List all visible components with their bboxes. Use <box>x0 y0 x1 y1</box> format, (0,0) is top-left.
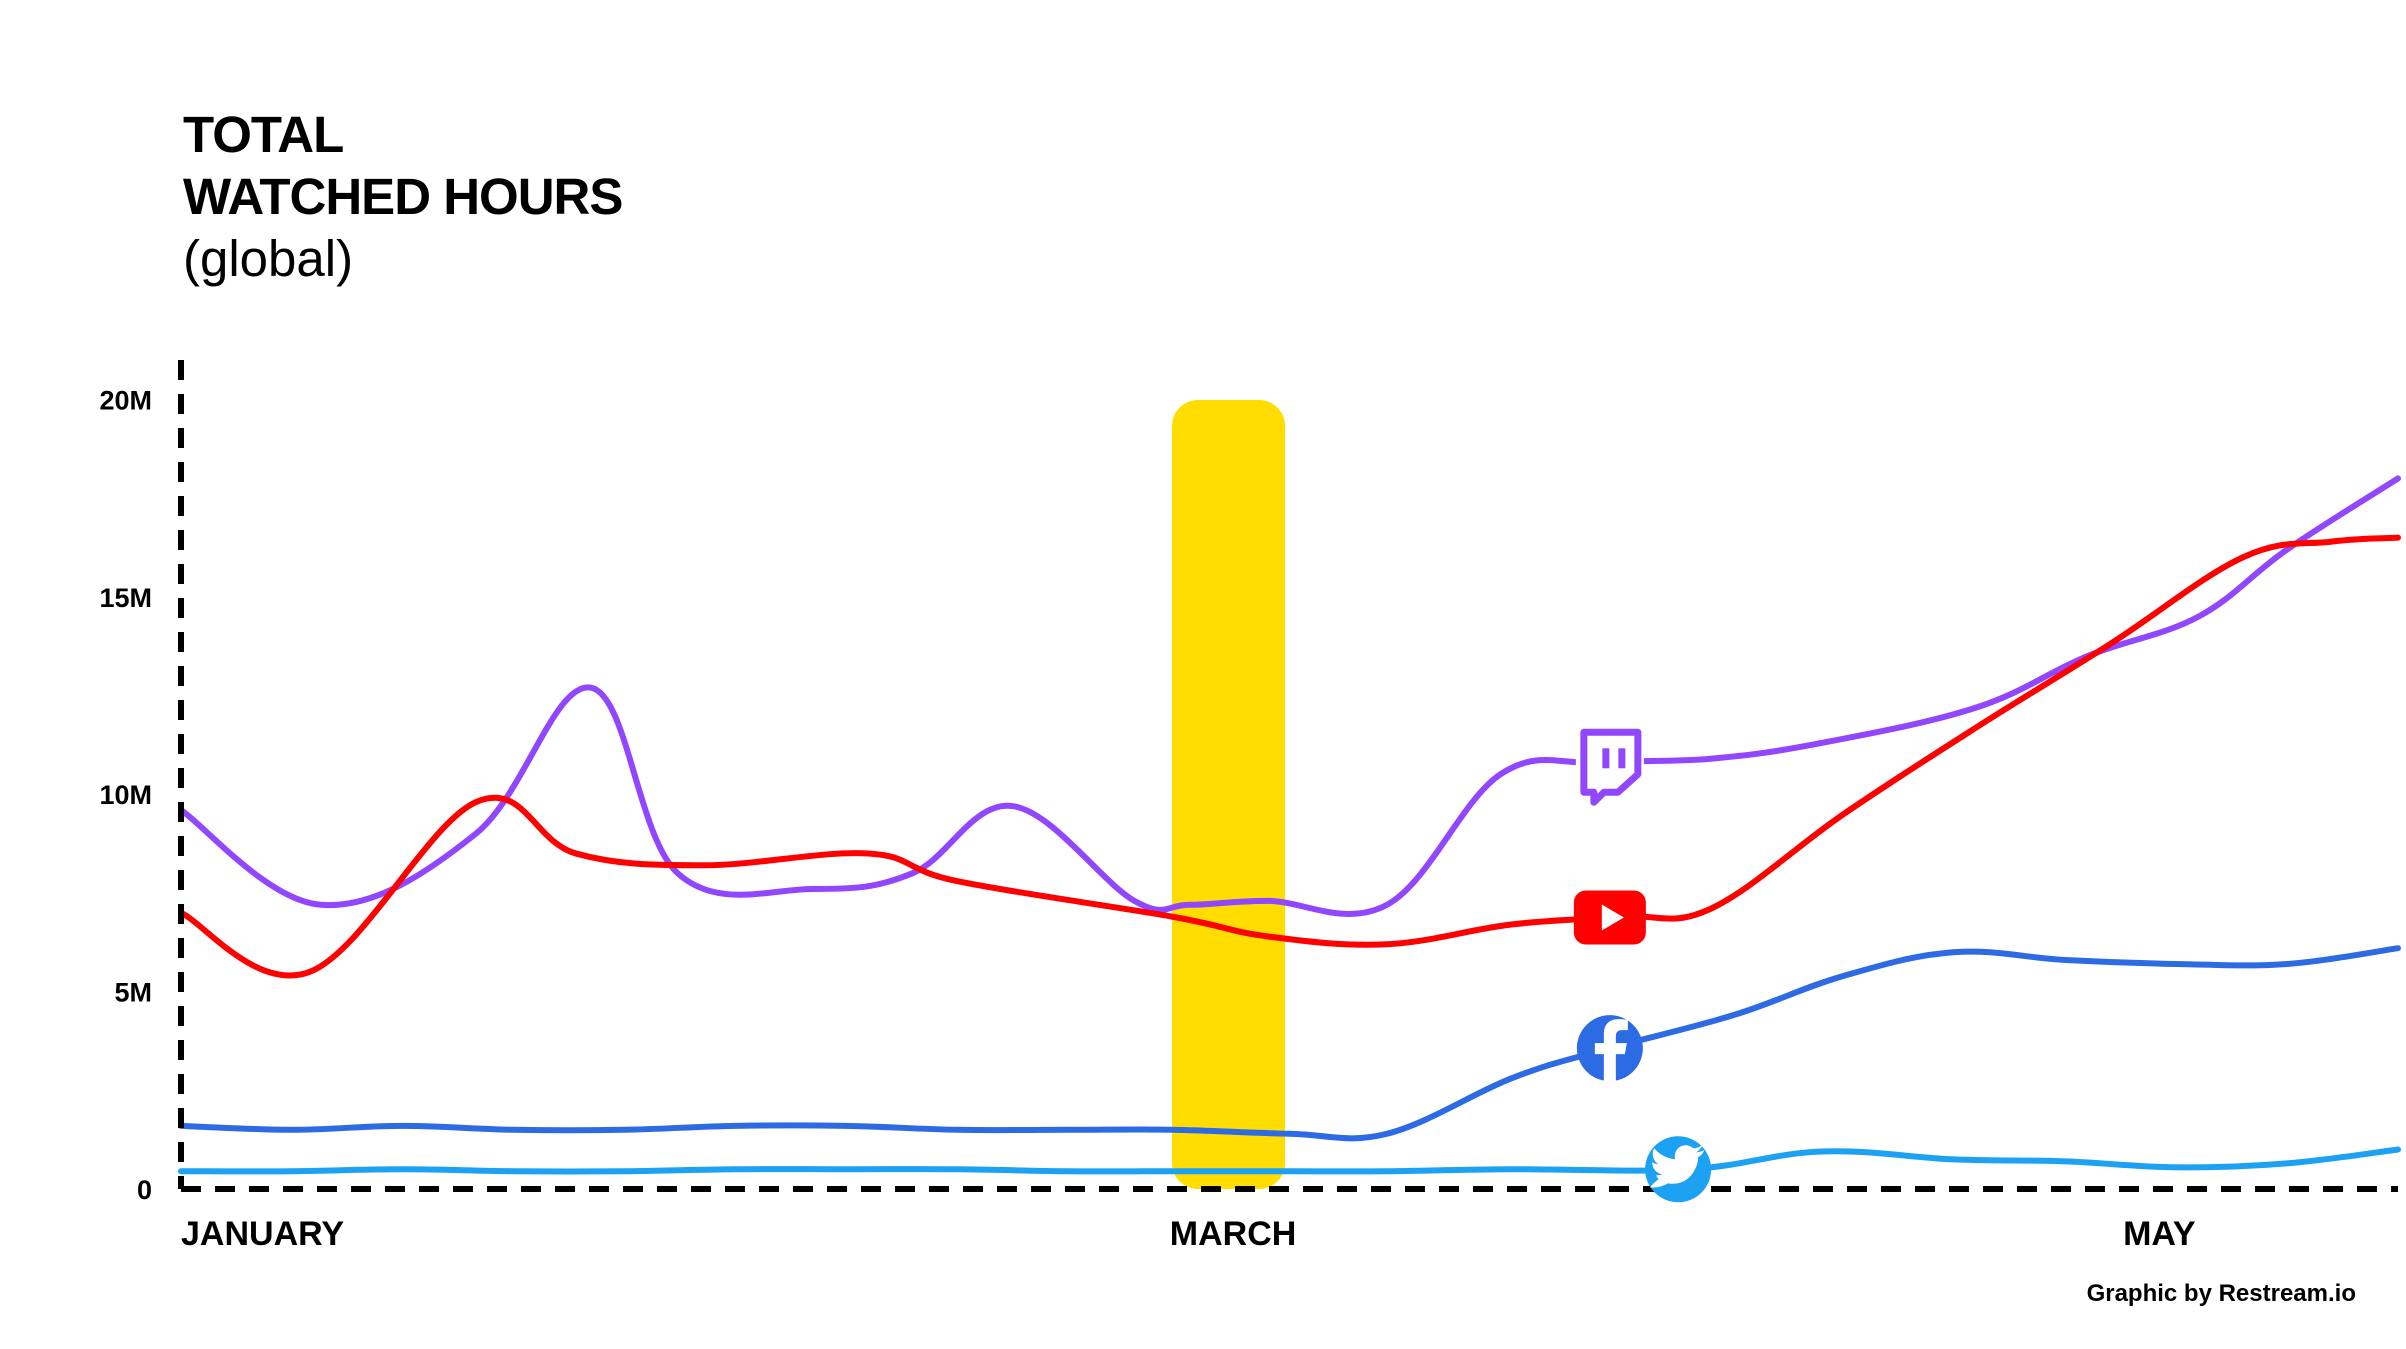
series-icons <box>1573 724 1712 1203</box>
y-tick-label: 0 <box>137 1175 152 1205</box>
y-tick-label: 10M <box>99 780 152 810</box>
title-subtitle: (global) <box>183 230 354 287</box>
twitter-icon <box>1645 1136 1712 1203</box>
y-tick-label: 5M <box>114 978 152 1008</box>
youtube-icon <box>1573 890 1646 945</box>
x-tick-label: MAY <box>2123 1215 2196 1253</box>
series-line-twitter <box>178 1146 2401 1175</box>
axes <box>178 360 2398 1192</box>
tick-labels: 0 5M 10M 15M 20M JANUARY MARCH MAY <box>99 385 2195 1253</box>
y-tick-label: 20M <box>99 385 152 415</box>
chart-title: TOTAL WATCHED HOURS (global) <box>183 104 623 290</box>
series-line-facebook <box>178 945 2401 1142</box>
title-line-1: TOTAL <box>183 106 344 163</box>
highlight-band-layer <box>1171 400 1286 1189</box>
series-line-twitch <box>178 475 2401 917</box>
x-tick-label: JANUARY <box>181 1215 344 1253</box>
x-tick-label: MARCH <box>1170 1215 1297 1253</box>
facebook-icon <box>1576 1015 1643 1082</box>
title-line-2: WATCHED HOURS <box>183 168 623 225</box>
series-lines <box>178 475 2401 1175</box>
credit-text: Graphic by Restream.io <box>2086 1280 2356 1307</box>
series-line-youtube <box>178 534 2401 979</box>
highlight-band <box>1171 400 1286 1189</box>
twitch-icon <box>1575 724 1644 806</box>
y-tick-label: 15M <box>99 583 152 613</box>
